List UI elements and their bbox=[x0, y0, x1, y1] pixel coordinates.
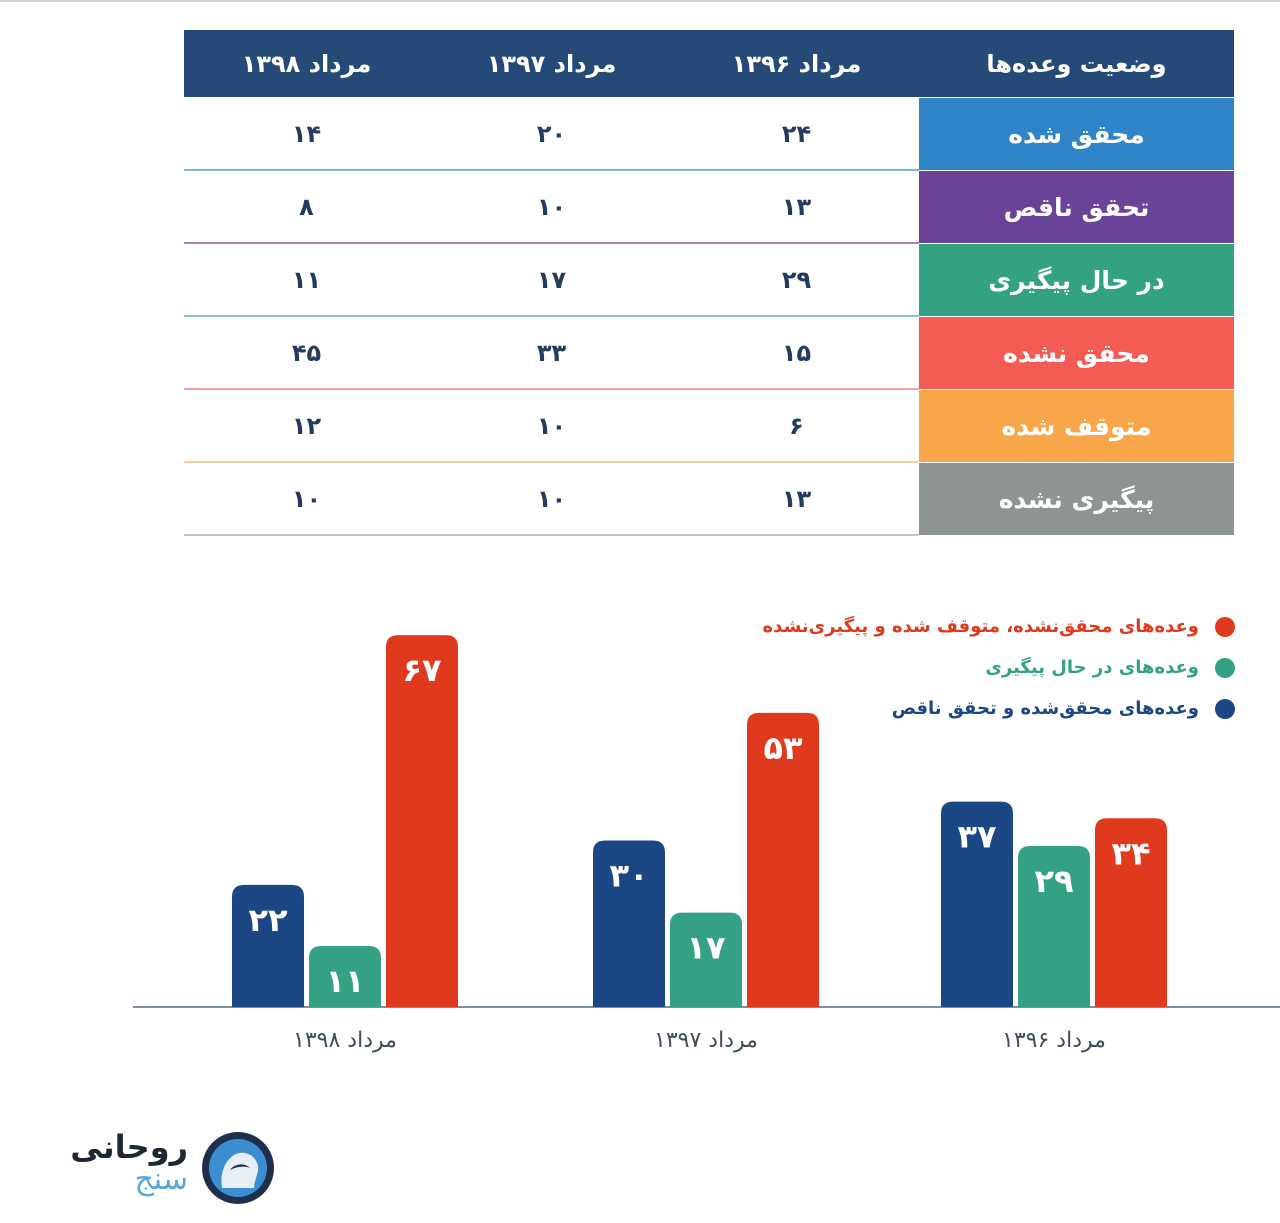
row-divider bbox=[184, 315, 919, 317]
bar bbox=[309, 945, 381, 1007]
bar-value-label: ۳۷ bbox=[957, 818, 997, 856]
logo-text-sanj: سنج bbox=[134, 1162, 188, 1197]
row-divider bbox=[184, 242, 919, 244]
table-row: محقق نشده ۱۵ ۳۳ ۴۵ bbox=[184, 317, 1234, 390]
legend-label: وعده‌های محقق‌شده و تحقق ناقص bbox=[891, 698, 1199, 719]
row-status-label: محقق نشده bbox=[919, 317, 1234, 389]
table-row: پیگیری نشده ۱۳ ۱۰ ۱۰ bbox=[184, 463, 1234, 536]
header-1396: مرداد ۱۳۹۶ bbox=[731, 49, 862, 78]
table-cell: ۱۷ bbox=[536, 266, 567, 294]
row-divider bbox=[184, 461, 919, 463]
logo-text-rouhani: روحانی bbox=[70, 1128, 188, 1166]
legend-dot bbox=[1215, 657, 1235, 678]
row-status-label: پیگیری نشده bbox=[919, 463, 1234, 535]
table-header: وضعیت وعده‌ها مرداد ۱۳۹۶ مرداد ۱۳۹۷ مردا… bbox=[184, 30, 1234, 97]
bar-value-label: ۳۰ bbox=[609, 857, 648, 895]
bar-chart: ۳۷ ۲۹ ۳۴ مرداد ۱۳۹۶ ۳۰ ۱۷ ۵۳ مرداد ۱۳۹۷ ۲۲ ۱۱ ۶۷ مر… bbox=[133, 635, 1280, 1053]
legend-dot bbox=[1215, 698, 1235, 719]
row-status-label: در حال پیگیری bbox=[919, 244, 1234, 316]
table-body: محقق شده ۲۴ ۲۰ ۱۴ تحقق ناقص ۱۳ ۱۰ ۸ در حال پیگیر… bbox=[184, 98, 1234, 536]
bar-value-label: ۱۷ bbox=[686, 929, 726, 967]
row-status-label: متوقف شده bbox=[919, 390, 1234, 462]
bar bbox=[1095, 818, 1167, 1007]
table-cell: ۴۵ bbox=[291, 339, 322, 367]
legend-dot bbox=[1215, 616, 1235, 637]
table-cell: ۱۰ bbox=[291, 485, 322, 513]
table-cell: ۳۳ bbox=[536, 339, 567, 367]
bar-value-label: ۲۹ bbox=[1034, 862, 1073, 900]
bar bbox=[941, 801, 1013, 1007]
table-cell: ۱۳ bbox=[781, 193, 812, 221]
logo-emblem-icon bbox=[202, 1132, 274, 1204]
header-1397: مرداد ۱۳۹۷ bbox=[486, 49, 617, 78]
table-cell: ۱۳ bbox=[781, 485, 812, 513]
row-divider bbox=[184, 169, 919, 171]
bar bbox=[232, 884, 304, 1007]
table-cell: ۶ bbox=[789, 412, 804, 440]
table-cell: ۱۰ bbox=[536, 193, 567, 221]
legend-item-unfulfilled: وعده‌های محقق‌نشده، متوقف شده و پیگیری‌ن… bbox=[700, 606, 1235, 647]
row-status-label: تحقق ناقص bbox=[919, 171, 1234, 243]
table-cell: ۸ bbox=[299, 193, 314, 221]
table-cell: ۱۰ bbox=[536, 485, 567, 513]
table-cell: ۱۴ bbox=[291, 120, 322, 148]
bar-value-label: ۲۲ bbox=[248, 901, 288, 939]
table-cell: ۱۲ bbox=[291, 412, 322, 440]
table-cell: ۲۰ bbox=[536, 120, 567, 148]
table-cell: ۱۱ bbox=[291, 266, 322, 294]
table-row: محقق شده ۲۴ ۲۰ ۱۴ bbox=[184, 98, 1234, 171]
category-label: مرداد ۱۳۹۷ bbox=[654, 1028, 758, 1053]
chart-legend: وعده‌های محقق‌نشده، متوقف شده و پیگیری‌ن… bbox=[700, 606, 1235, 729]
legend-item-fulfilled: وعده‌های محقق‌شده و تحقق ناقص bbox=[700, 688, 1235, 729]
promises-table: وضعیت وعده‌ها مرداد ۱۳۹۶ مرداد ۱۳۹۷ مردا… bbox=[184, 30, 1234, 536]
bar-value-label: ۶۷ bbox=[402, 651, 442, 689]
bar-value-label: ۱۱ bbox=[325, 962, 364, 1000]
legend-label: وعده‌های محقق‌نشده، متوقف شده و پیگیری‌ن… bbox=[762, 616, 1199, 637]
table-cell: ۲۹ bbox=[781, 266, 812, 294]
legend-item-in-progress: وعده‌های در حال پیگیری bbox=[700, 647, 1235, 688]
table-row: در حال پیگیری ۲۹ ۱۷ ۱۱ bbox=[184, 244, 1234, 317]
bar bbox=[670, 912, 742, 1007]
row-divider bbox=[184, 534, 919, 536]
logo: روحانی سنج bbox=[70, 1128, 286, 1208]
row-divider bbox=[184, 388, 919, 390]
table-cell: ۲۴ bbox=[781, 120, 812, 148]
top-border bbox=[0, 0, 1280, 2]
header-status: وضعیت وعده‌ها bbox=[986, 49, 1167, 78]
bar-value-label: ۳۴ bbox=[1111, 834, 1150, 872]
category-label: مرداد ۱۳۹۸ bbox=[293, 1028, 397, 1053]
bar-value-label: ۵۳ bbox=[763, 729, 803, 767]
table-row: تحقق ناقص ۱۳ ۱۰ ۸ bbox=[184, 171, 1234, 244]
category-label: مرداد ۱۳۹۶ bbox=[1002, 1028, 1106, 1053]
bar bbox=[1018, 846, 1090, 1007]
row-status-label: محقق شده bbox=[919, 98, 1234, 170]
bar bbox=[747, 712, 819, 1007]
bar bbox=[386, 635, 458, 1007]
table-cell: ۱۰ bbox=[536, 412, 567, 440]
bar bbox=[593, 840, 665, 1007]
legend-label: وعده‌های در حال پیگیری bbox=[985, 657, 1199, 678]
table-cell: ۱۵ bbox=[781, 339, 812, 367]
header-1398: مرداد ۱۳۹۸ bbox=[241, 49, 372, 78]
table-row: متوقف شده ۶ ۱۰ ۱۲ bbox=[184, 390, 1234, 463]
